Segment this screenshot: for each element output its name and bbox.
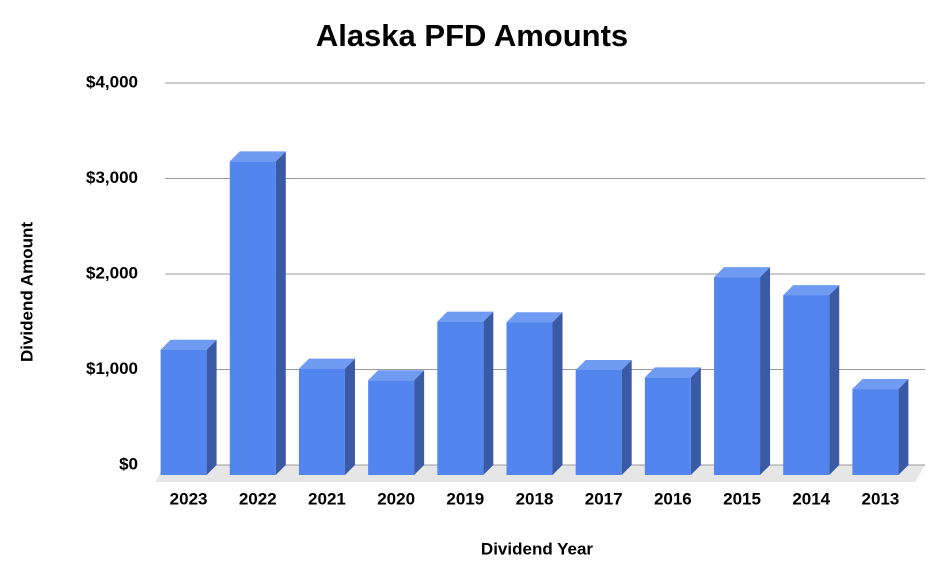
x-tick-label: 2017 xyxy=(585,489,623,508)
x-tick-label: 2019 xyxy=(446,489,484,508)
bar-side xyxy=(621,359,632,475)
bar-top xyxy=(714,267,771,278)
bar xyxy=(229,161,276,476)
bar-side xyxy=(898,379,909,475)
y-tick-label: $2,000 xyxy=(86,263,138,282)
bar-side xyxy=(552,312,563,475)
y-tick-label: $0 xyxy=(119,454,138,473)
bar xyxy=(437,321,484,475)
x-tick-label: 2018 xyxy=(516,489,554,508)
y-axis-title: Dividend Amount xyxy=(17,222,36,362)
bar-top xyxy=(437,311,494,322)
x-tick-label: 2022 xyxy=(239,489,277,508)
x-tick-label: 2015 xyxy=(723,489,761,508)
x-tick-label: 2021 xyxy=(308,489,346,508)
bar-top xyxy=(368,370,425,381)
bar-top xyxy=(506,312,563,323)
bar xyxy=(575,369,622,475)
bar-side xyxy=(206,339,217,475)
bar-top xyxy=(644,367,701,378)
y-tick-label: $1,000 xyxy=(86,359,138,378)
bar-side xyxy=(760,267,771,475)
x-axis-title: Dividend Year xyxy=(481,539,594,558)
bar xyxy=(852,389,899,475)
bar xyxy=(714,277,761,475)
bar-top xyxy=(298,358,355,369)
bar-top xyxy=(229,151,286,162)
bar xyxy=(783,295,830,475)
bar-top xyxy=(575,359,632,370)
chart-title: Alaska PFD Amounts xyxy=(316,18,628,53)
bar-top xyxy=(783,285,840,296)
bar xyxy=(298,368,345,475)
x-tick-label: 2016 xyxy=(654,489,692,508)
bar-top xyxy=(852,379,909,390)
bar-side xyxy=(414,370,425,475)
y-tick-label: $4,000 xyxy=(86,72,138,91)
x-tick-label: 2014 xyxy=(792,489,830,508)
bar-side xyxy=(829,285,840,475)
bar-top xyxy=(160,339,217,350)
bar xyxy=(644,377,691,475)
bar xyxy=(506,322,553,475)
bar-side xyxy=(344,358,355,475)
bar-side xyxy=(275,151,286,476)
bar-side xyxy=(690,367,701,475)
bar xyxy=(368,380,415,475)
bar-side xyxy=(483,311,494,475)
x-tick-label: 2023 xyxy=(170,489,208,508)
x-tick-label: 2020 xyxy=(377,489,415,508)
y-tick-label: $3,000 xyxy=(86,168,138,187)
bar xyxy=(160,349,207,475)
x-tick-label: 2013 xyxy=(861,489,899,508)
